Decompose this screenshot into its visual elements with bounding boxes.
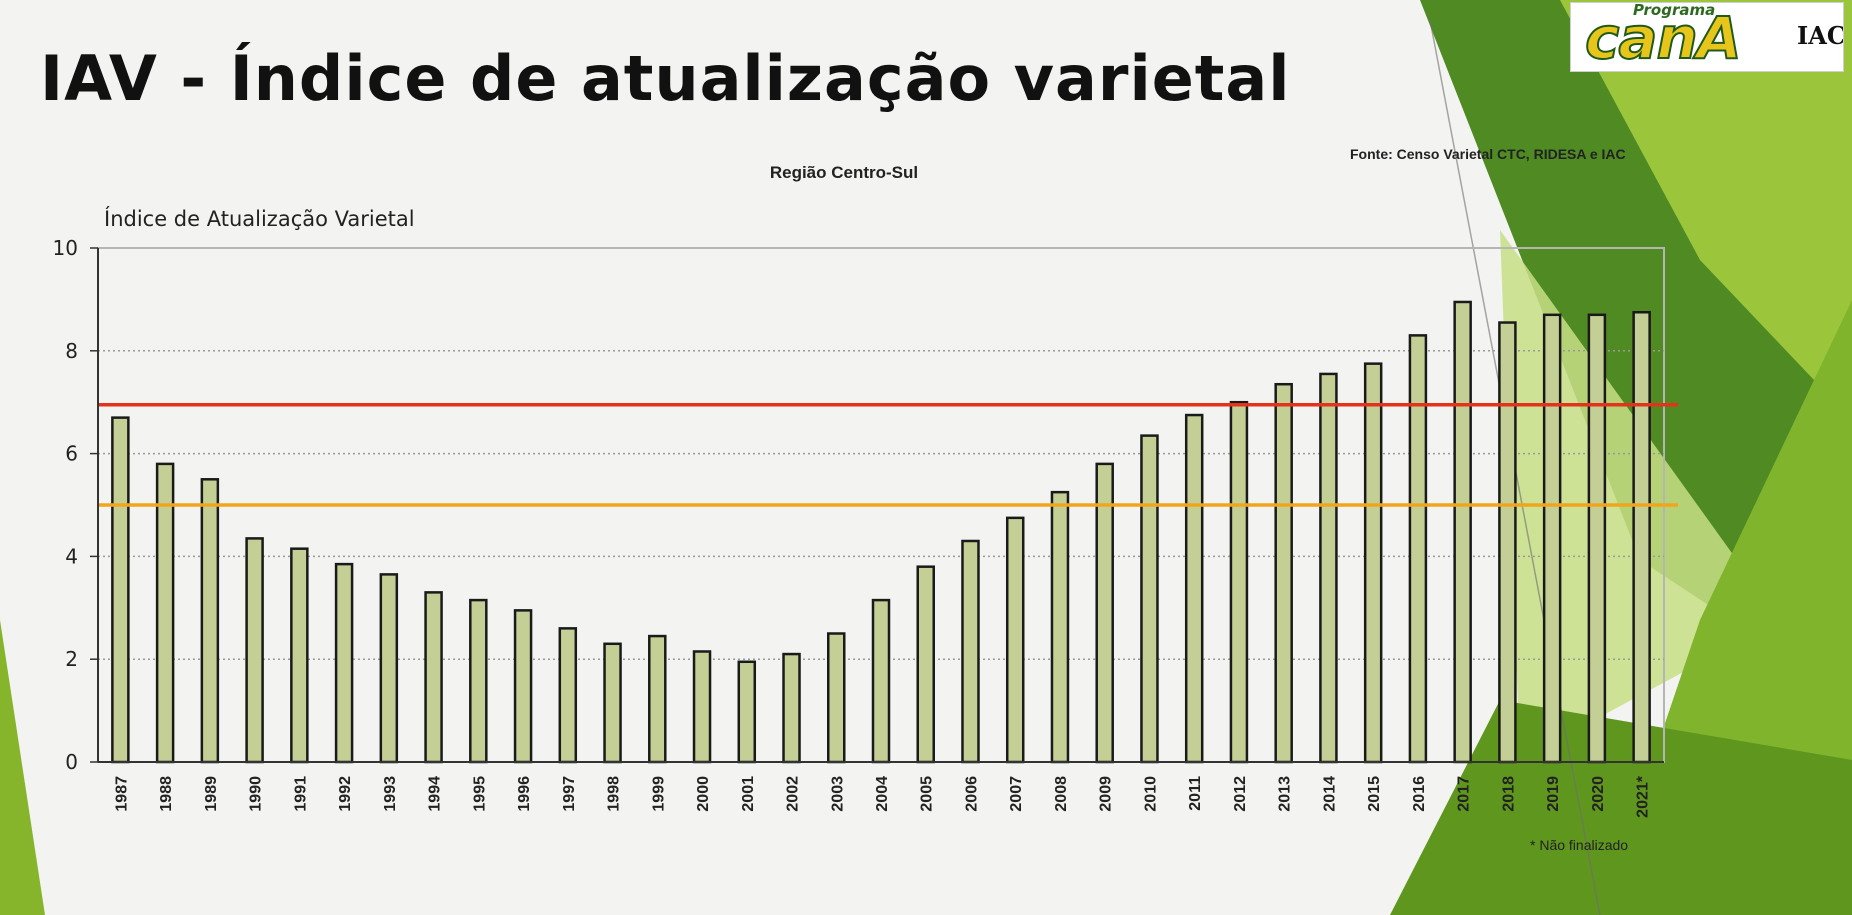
bar-2009 <box>1095 462 1114 764</box>
bar-2021 <box>1632 311 1651 764</box>
y-tick-label: 10 <box>53 236 78 260</box>
x-tick-label: 2018 <box>1500 776 1517 812</box>
y-tick-label: 8 <box>65 339 78 363</box>
bar-2000 <box>692 650 712 764</box>
bar-2005 <box>916 565 935 764</box>
chart-title: Região Centro-Sul <box>770 163 918 182</box>
bar-1999 <box>648 634 667 764</box>
bar-2018 <box>1498 321 1517 764</box>
y-tick-label: 6 <box>65 442 78 466</box>
x-tick-label: 2014 <box>1321 776 1338 812</box>
bar-1991 <box>290 547 309 764</box>
x-tick-label: 2020 <box>1590 776 1607 812</box>
bar-2003 <box>827 632 846 764</box>
y-tick-label: 0 <box>65 750 78 774</box>
source-text: Fonte: Censo Varietal CTC, RIDESA e IAC <box>1350 146 1626 162</box>
bar-2013 <box>1274 382 1293 764</box>
bar-1998 <box>603 642 622 764</box>
x-tick-label: 2007 <box>1008 776 1025 812</box>
x-tick-label: 1988 <box>158 776 175 812</box>
x-tick-label: 1998 <box>606 776 623 812</box>
reference-lines <box>98 403 1678 507</box>
x-tick-label: 2002 <box>785 776 802 812</box>
bar-2012 <box>1229 400 1249 764</box>
y-axis-label: Índice de Atualização Varietal <box>104 206 415 231</box>
x-tick-label: 1993 <box>382 776 399 812</box>
x-tick-label: 2011 <box>1187 776 1204 811</box>
x-tick-label: 2003 <box>829 776 846 812</box>
x-tick-label: 2004 <box>874 776 891 812</box>
x-tick-label: 2016 <box>1411 776 1428 812</box>
x-tick-label: 2006 <box>963 776 980 812</box>
x-tick-label: 2019 <box>1545 776 1562 812</box>
x-tick-label: 2008 <box>1053 776 1070 812</box>
programa-cana-iac-logo: Programa canA IAC <box>1570 2 1844 72</box>
x-tick-label: 2012 <box>1232 776 1249 812</box>
bar-2008 <box>1050 490 1070 764</box>
x-tick-label: 2009 <box>1098 776 1115 812</box>
grid-lines <box>90 247 1664 763</box>
bar-2015 <box>1363 362 1383 764</box>
deco-triangle-left <box>0 620 45 915</box>
x-tick-labels: 1987 1988 1989 1990 1991 1992 1993 1994 1995 1996… <box>113 775 1651 818</box>
logo-top-text: Programa <box>1633 2 1716 19</box>
deco-triangle-light <box>1560 0 1852 420</box>
x-tick-label: 1996 <box>516 776 533 812</box>
x-tick-label: 2010 <box>1142 776 1159 812</box>
bar-1987 <box>111 416 130 764</box>
x-tick-label: 2005 <box>919 776 936 812</box>
bar-2020 <box>1587 313 1607 764</box>
x-tick-label: 1995 <box>471 776 488 812</box>
bar-1988 <box>155 462 175 764</box>
bar-2007 <box>1005 516 1025 764</box>
bar-2017 <box>1453 300 1472 764</box>
bar-1993 <box>379 573 399 764</box>
slide-title: IAV - Índice de atualização varietal <box>40 42 1291 115</box>
bar-1994 <box>424 591 443 764</box>
x-tick-label: 1992 <box>337 776 354 812</box>
x-tick-label: 2021* <box>1635 775 1652 818</box>
bar-1989 <box>200 478 220 764</box>
x-tick-label: 1987 <box>113 776 130 812</box>
bar-1996 <box>513 609 533 764</box>
x-tick-label: 1994 <box>427 776 444 812</box>
bar-1997 <box>558 627 578 764</box>
x-tick-label: 1990 <box>248 776 265 812</box>
x-tick-label: 1991 <box>292 776 309 812</box>
bar-2019 <box>1542 313 1562 764</box>
bar-1992 <box>334 562 354 764</box>
bar-2004 <box>871 598 891 764</box>
x-tick-label: 2015 <box>1366 776 1383 812</box>
x-tick-label: 1997 <box>561 776 578 812</box>
bar-1995 <box>469 598 488 764</box>
x-tick-label: 2001 <box>740 776 757 812</box>
y-tick-labels: 0 2 4 6 8 10 <box>53 236 78 774</box>
logo-side-text: IAC <box>1797 21 1844 50</box>
footnote: * Não finalizado <box>1530 837 1628 853</box>
x-tick-label: 2013 <box>1277 776 1294 812</box>
logo-brand-text: canA <box>1584 4 1743 72</box>
x-tick-label: 1989 <box>203 776 220 812</box>
bar-2014 <box>1319 372 1338 764</box>
bar-2011 <box>1184 413 1204 764</box>
bars <box>111 300 1651 764</box>
bar-2001 <box>737 660 757 764</box>
x-tick-label: 2000 <box>695 776 712 812</box>
y-tick-label: 4 <box>65 544 78 568</box>
bar-1990 <box>245 537 264 764</box>
x-tick-label: 2017 <box>1456 776 1473 812</box>
bar-2010 <box>1140 434 1159 764</box>
y-tick-label: 2 <box>65 647 78 671</box>
x-tick-label: 1999 <box>650 776 667 812</box>
bar-2002 <box>782 652 801 764</box>
bar-2016 <box>1408 334 1428 764</box>
bar-2006 <box>961 539 980 764</box>
